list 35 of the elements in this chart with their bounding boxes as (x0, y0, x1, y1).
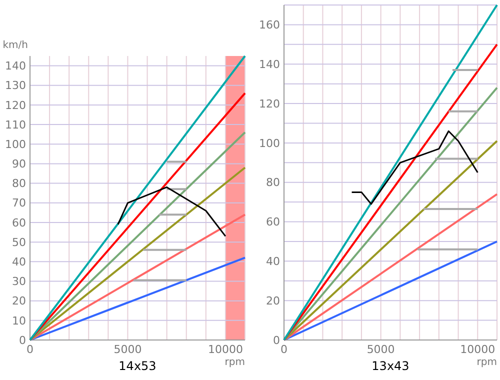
y-tick-label: 70 (12, 196, 26, 210)
y-tick-label: 110 (5, 118, 26, 132)
y-axis-title: km/h (2, 40, 28, 51)
y-tick-label: 100 (5, 138, 26, 151)
y-tick-label: 30 (12, 275, 26, 288)
y-tick-label: 0 (273, 334, 280, 347)
line-series (117, 186, 226, 237)
y-tick-label: 40 (12, 256, 26, 269)
y-tick-label: 40 (266, 255, 280, 268)
y-tick-label: 80 (266, 176, 280, 190)
text: 14x53 (118, 359, 156, 373)
x-axis-title: rpm (224, 357, 245, 368)
y-tick-label: 20 (12, 294, 26, 308)
x-tick-label: 10000 (460, 343, 496, 356)
y-tick-label: 10 (12, 314, 26, 328)
x-tick-label: 5000 (366, 343, 395, 356)
y-tick-label: 90 (12, 158, 26, 171)
y-tick-label: 160 (259, 18, 280, 32)
y-tick-label: 130 (5, 79, 26, 92)
text: 13x43 (372, 359, 410, 373)
y-tick-label: 50 (12, 236, 26, 249)
x-axis-title: rpm (476, 357, 497, 368)
y-tick-label: 60 (12, 216, 26, 230)
y-tick-label: 100 (259, 136, 280, 150)
x-tick-label: 10000 (208, 343, 243, 356)
y-tick-label: 0 (19, 334, 26, 347)
y-tick-label: 140 (259, 58, 280, 71)
y-tick-label: 20 (266, 294, 280, 308)
y-tick-label: 80 (12, 177, 26, 190)
y-tick-label: 140 (5, 60, 26, 73)
x-tick-label: 5000 (114, 343, 142, 356)
y-tick-label: 120 (259, 97, 280, 110)
y-tick-label: 120 (5, 98, 26, 112)
line-series (351, 130, 478, 205)
y-tick-label: 60 (266, 216, 280, 229)
